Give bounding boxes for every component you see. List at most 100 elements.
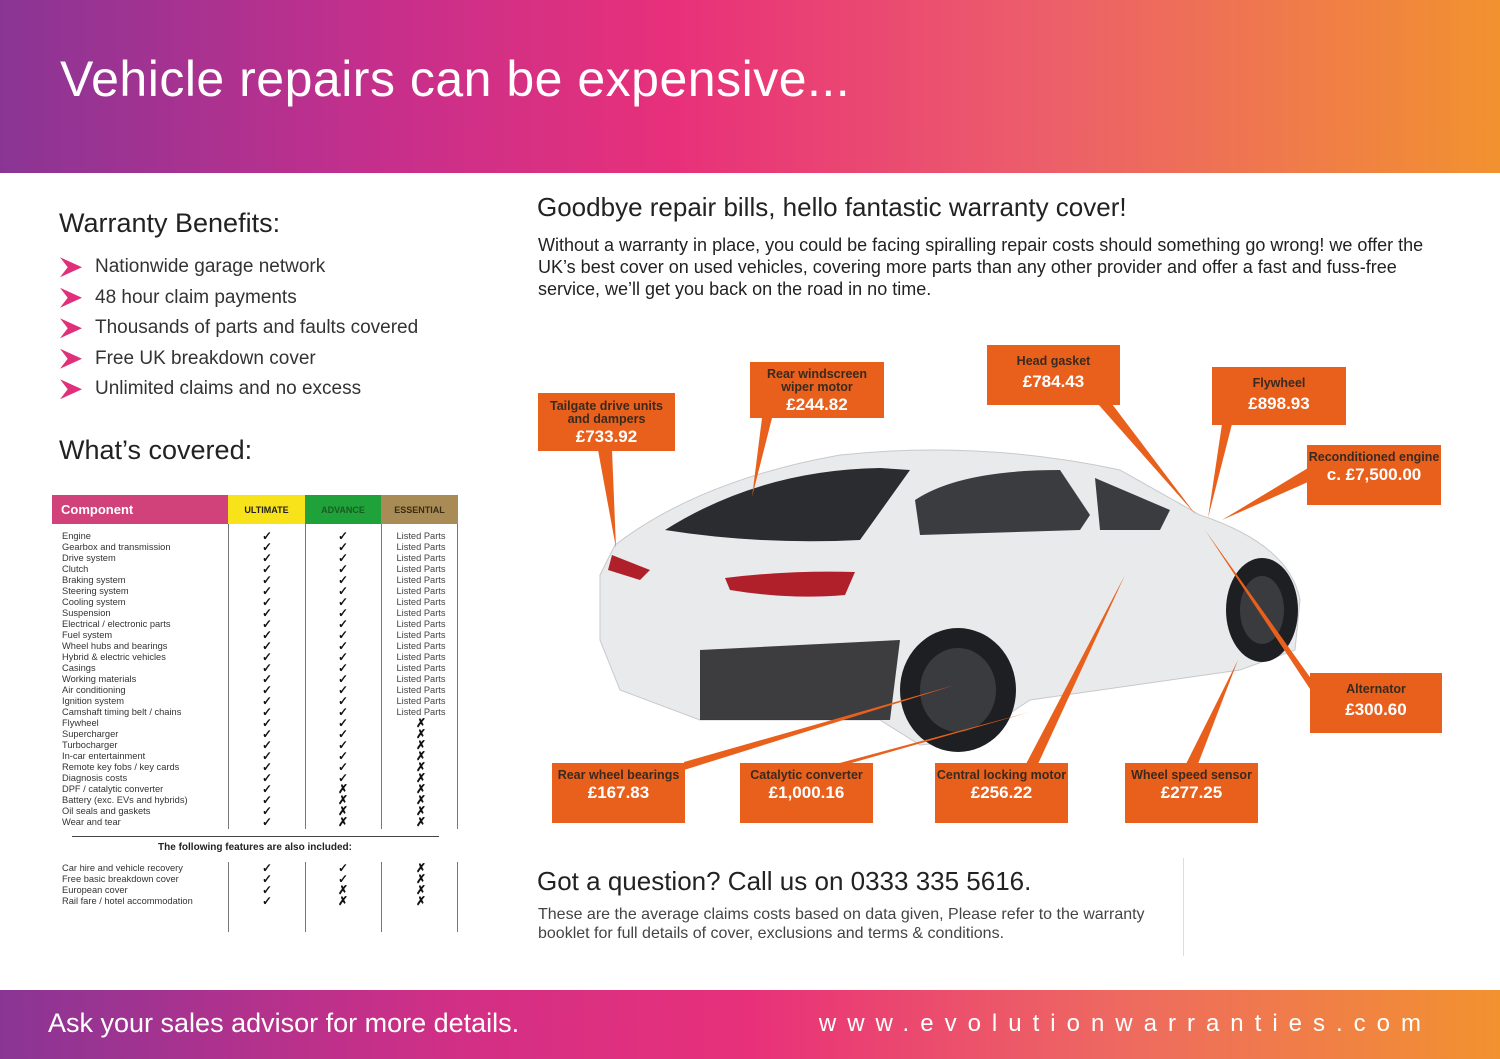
table-row: DPF / catalytic converter ✓ ✗ ✗ (62, 782, 458, 796)
check-icon: ✓ (337, 639, 349, 653)
check-icon: ✓ (261, 771, 273, 785)
coverage-table: Component ULTIMATE ADVANCE ESSENTIAL Eng… (52, 495, 458, 935)
benefit-text: Free UK breakdown cover (95, 347, 316, 369)
component-name: Air conditioning (62, 685, 126, 695)
check-icon: ✓ (261, 760, 273, 774)
benefit-text: 48 hour claim payments (95, 286, 297, 308)
cross-icon: ✗ (415, 760, 427, 774)
table-row: Turbocharger ✓ ✓ ✗ (62, 738, 458, 752)
website-link[interactable]: www.evolutionwarranties.com (818, 1010, 1432, 1037)
question-text: These are the average claims costs based… (538, 906, 1145, 942)
check-icon: ✓ (261, 617, 273, 631)
component-name: Braking system (62, 575, 126, 585)
check-icon: ✓ (261, 705, 273, 719)
component-name: In-car entertainment (62, 751, 146, 761)
table-row: Casings ✓ ✓ Listed Parts (62, 661, 458, 675)
cross-icon: ✗ (415, 738, 427, 752)
footer-banner: Ask your sales advisor for more details.… (0, 990, 1500, 1059)
callout-price: £1,000.16 (768, 783, 845, 802)
check-icon: ✓ (337, 617, 349, 631)
table-row: Working materials ✓ ✓ Listed Parts (62, 672, 458, 686)
cross-icon: ✗ (415, 727, 427, 741)
coverage-value: Listed Parts (396, 685, 446, 695)
intro-text: Without a warranty in place, you could b… (538, 235, 1424, 299)
callout-price: c. £7,500.00 (1326, 465, 1422, 484)
table-row: In-car entertainment ✓ ✓ ✗ (62, 749, 458, 763)
callout-label: Head gasket (1016, 354, 1091, 368)
check-icon: ✓ (261, 694, 273, 708)
check-icon: ✓ (261, 782, 273, 796)
extras-title: The following features are also included… (158, 842, 352, 853)
benefit-item: Unlimited claims and no excess (60, 374, 418, 405)
check-icon: ✓ (261, 749, 273, 763)
cross-icon: ✗ (415, 793, 427, 807)
check-icon: ✓ (337, 672, 349, 686)
callout-wiper-motor: Rear windscreen wiper motor £244.82 (750, 362, 884, 418)
check-icon: ✓ (261, 872, 273, 886)
benefit-item: 48 hour claim payments (60, 283, 418, 314)
callout-label: Alternator (1346, 682, 1406, 696)
divider (1183, 858, 1184, 956)
check-icon: ✓ (337, 650, 349, 664)
component-name: Camshaft timing belt / chains (62, 707, 182, 717)
divider (381, 524, 382, 829)
check-icon: ✓ (261, 661, 273, 675)
check-icon: ✓ (337, 595, 349, 609)
divider (381, 862, 382, 932)
cross-icon: ✗ (337, 815, 349, 829)
coverage-value: Listed Parts (396, 707, 446, 717)
column-header-advance: ADVANCE (305, 495, 381, 524)
table-row: Wheel hubs and bearings ✓ ✓ Listed Parts (62, 639, 458, 653)
cross-icon: ✗ (415, 804, 427, 818)
component-name: Wheel hubs and bearings (62, 641, 168, 651)
coverage-rows: Engine ✓ ✓ Listed Parts Gearbox and transmis… (62, 530, 458, 829)
callout-head-gasket: Head gasket £784.43 (987, 345, 1120, 405)
callout-flywheel: Flywheel £898.93 (1212, 367, 1346, 425)
component-name: Drive system (62, 553, 116, 563)
table-row: Braking system ✓ ✓ Listed Parts (62, 574, 458, 586)
table-row: Wear and tear ✓ ✗ ✗ (62, 815, 458, 829)
question-title: Got a question? Call us on 0333 335 5616… (537, 866, 1032, 896)
check-icon: ✓ (261, 639, 273, 653)
cross-icon: ✗ (337, 804, 349, 818)
component-name: Free basic breakdown cover (62, 874, 179, 884)
component-name: Clutch (62, 564, 89, 574)
coverage-value: Listed Parts (396, 663, 446, 673)
benefit-item: Nationwide garage network (60, 252, 418, 283)
benefit-item: Thousands of parts and faults covered (60, 313, 418, 344)
table-row: Fuel system ✓ ✓ Listed Parts (62, 629, 458, 641)
divider (457, 524, 458, 829)
car-icon (599, 449, 1301, 752)
table-row: Supercharger ✓ ✓ ✗ (62, 727, 458, 741)
callout-pointers (598, 404, 1312, 770)
check-icon: ✓ (261, 793, 273, 807)
check-icon: ✓ (337, 584, 349, 598)
benefits-title: Warranty Benefits: (59, 208, 281, 238)
table-row: Drive system ✓ ✓ Listed Parts (62, 552, 458, 564)
callout-label: Wheel speed sensor (1131, 768, 1252, 782)
component-name: Suspension (62, 608, 111, 618)
check-icon: ✓ (337, 872, 349, 886)
callout-alternator: Alternator £300.60 (1310, 673, 1442, 733)
check-icon: ✓ (337, 606, 349, 620)
component-name: Oil seals and gaskets (62, 806, 151, 816)
component-name: Car hire and vehicle recovery (62, 863, 183, 873)
callout-engine: Reconditioned engine c. £7,500.00 (1307, 445, 1441, 505)
table-row: Battery (exc. EVs and hybrids) ✓ ✗ ✗ (62, 793, 458, 807)
component-name: Engine (62, 531, 91, 541)
callout-price: £733.92 (575, 427, 638, 446)
table-row: Oil seals and gaskets ✓ ✗ ✗ (62, 804, 458, 818)
main-title: Goodbye repair bills, hello fantastic wa… (537, 192, 1127, 222)
callout-wheel-speed-sensor: Wheel speed sensor £277.25 (1125, 763, 1258, 823)
benefit-text: Nationwide garage network (95, 256, 326, 278)
coverage-value: Listed Parts (396, 531, 446, 541)
callout-price: £300.60 (1345, 700, 1407, 719)
check-icon: ✓ (337, 683, 349, 697)
callout-label: Flywheel (1252, 376, 1306, 390)
callout-label: Catalytic converter (750, 768, 863, 782)
check-icon: ✓ (261, 883, 273, 897)
check-icon: ✓ (261, 672, 273, 686)
check-icon: ✓ (337, 771, 349, 785)
check-icon: ✓ (261, 540, 273, 554)
column-header-component: Component (52, 495, 228, 524)
